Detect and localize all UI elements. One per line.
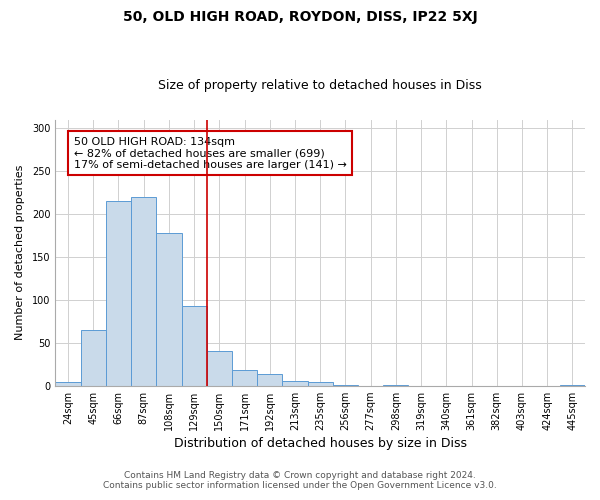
Bar	[283, 380, 308, 386]
Bar	[207, 352, 232, 386]
Y-axis label: Number of detached properties: Number of detached properties	[15, 165, 25, 340]
Bar	[131, 197, 157, 386]
X-axis label: Distribution of detached houses by size in Diss: Distribution of detached houses by size …	[174, 437, 467, 450]
Bar	[308, 382, 333, 386]
Bar	[383, 385, 409, 386]
Bar	[80, 330, 106, 386]
Bar	[257, 374, 283, 386]
Bar	[55, 382, 80, 386]
Text: 50, OLD HIGH ROAD, ROYDON, DISS, IP22 5XJ: 50, OLD HIGH ROAD, ROYDON, DISS, IP22 5X…	[122, 10, 478, 24]
Title: Size of property relative to detached houses in Diss: Size of property relative to detached ho…	[158, 79, 482, 92]
Bar	[560, 385, 585, 386]
Bar	[333, 385, 358, 386]
Bar	[232, 370, 257, 386]
Bar	[106, 201, 131, 386]
Bar	[182, 306, 207, 386]
Text: Contains HM Land Registry data © Crown copyright and database right 2024.
Contai: Contains HM Land Registry data © Crown c…	[103, 470, 497, 490]
Text: 50 OLD HIGH ROAD: 134sqm
← 82% of detached houses are smaller (699)
17% of semi-: 50 OLD HIGH ROAD: 134sqm ← 82% of detach…	[74, 136, 346, 170]
Bar	[157, 233, 182, 386]
